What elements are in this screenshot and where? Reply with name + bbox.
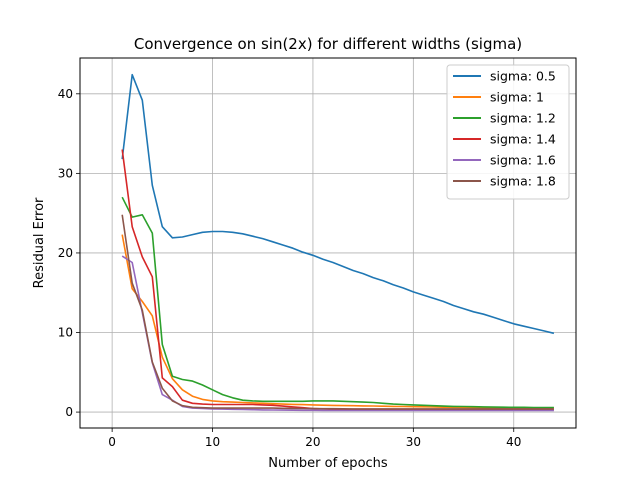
chart-title: Convergence on sin(2x) for different wid… — [134, 35, 522, 53]
y-tick-label: 30 — [58, 166, 73, 180]
y-tick-label: 20 — [58, 246, 73, 260]
x-axis-label: Number of epochs — [268, 456, 388, 471]
series-line-0 — [121, 73, 555, 335]
series-line-5 — [121, 214, 554, 410]
series-lines — [121, 73, 555, 412]
legend-label: sigma: 1.2 — [490, 111, 556, 126]
legend-label: sigma: 1.4 — [490, 132, 556, 147]
legend: sigma: 0.5 sigma: 1 sigma: 1.2 sigma: 1.4 si… — [446, 64, 570, 200]
x-tick-label: 0 — [108, 435, 116, 449]
y-axis-label: Residual Error — [32, 197, 47, 288]
legend-label: sigma: 0.5 — [490, 69, 556, 84]
x-tick-label: 40 — [506, 435, 521, 449]
y-tick-label: 40 — [58, 87, 73, 101]
series-line-2 — [121, 196, 554, 409]
legend-label: sigma: 1.6 — [490, 153, 556, 168]
y-axis-ticks: 0 10 20 30 40 — [58, 87, 80, 419]
y-tick-label: 0 — [65, 405, 73, 419]
y-tick-label: 10 — [58, 326, 73, 340]
plot-frame — [79, 57, 577, 429]
legend-label: sigma: 1.8 — [490, 174, 556, 189]
legend-label: sigma: 1 — [490, 90, 544, 105]
x-axis-ticks: 0 10 20 30 40 — [108, 428, 521, 449]
legend-box — [446, 64, 570, 200]
x-tick-label: 10 — [205, 435, 220, 449]
x-tick-label: 20 — [305, 435, 320, 449]
x-tick-label: 30 — [406, 435, 421, 449]
series-line-1 — [121, 234, 554, 409]
